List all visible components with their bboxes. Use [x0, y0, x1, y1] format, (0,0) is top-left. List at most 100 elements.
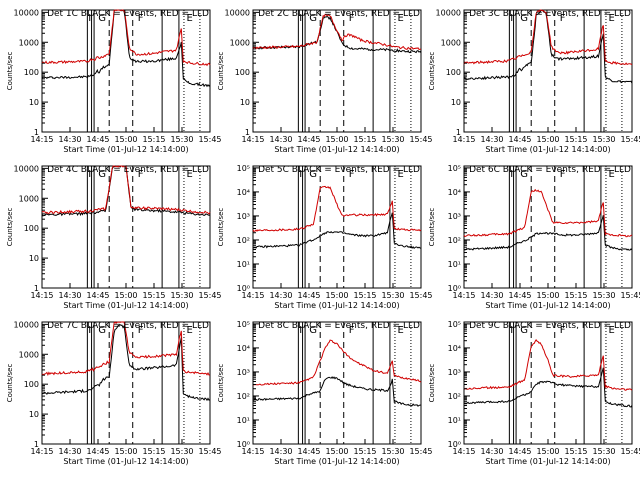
series-line-events	[463, 9, 633, 84]
chart-panel-5: I G F E 10⁰ 10¹ 10² 10³ 10⁴ 10⁵ 14:15 14:30 14:45 15:…	[217, 164, 433, 310]
chart-panel-2: I G F E 1 10 100 1000 10000 14:15 14:30 14:45 15:00 1…	[217, 8, 433, 154]
series-line-lld	[463, 188, 633, 238]
y-tick-label: 10¹	[448, 260, 461, 269]
x-tick-label: 15:00	[114, 291, 137, 300]
y-axis-label: Counts/sec	[428, 52, 436, 91]
x-tick-label: 15:15	[142, 135, 165, 144]
y-tick-label: 10³	[448, 368, 461, 377]
x-tick-label: 14:15	[452, 135, 475, 144]
chart-title: Det 5C BLACK = Events, RED = LLD	[258, 165, 420, 175]
marker-letter-g: G	[520, 13, 528, 24]
y-tick-label: 10⁵	[237, 320, 250, 329]
x-tick-label: 14:30	[269, 447, 292, 456]
y-tick-label: 10⁵	[237, 164, 250, 173]
marker-letter-f: F	[138, 325, 144, 336]
x-tick-label: 15:30	[381, 291, 404, 300]
y-tick-label: 1	[456, 128, 461, 137]
x-tick-label: 14:30	[58, 135, 81, 144]
plot-frame	[463, 165, 633, 289]
y-axis-label: Counts/sec	[217, 364, 225, 403]
chart-panel-1: I G F E 1 10 100 1000 10000 14:15 14:30 14:45 15:00 1…	[6, 8, 222, 154]
y-tick-label: 10	[240, 98, 250, 107]
chart-title: Det 9C BLACK = Events, RED = LLD	[469, 321, 631, 331]
y-tick-label: 1000	[19, 194, 39, 203]
y-tick-label: 100	[24, 68, 39, 77]
y-tick-label: 10	[29, 254, 39, 263]
x-tick-label: 15:00	[114, 135, 137, 144]
marker-letter-i: I	[299, 13, 302, 24]
y-tick-label: 10000	[14, 320, 39, 329]
series-line-events	[463, 367, 633, 408]
y-tick-label: 10000	[436, 8, 461, 17]
x-tick-label: 15:15	[353, 135, 376, 144]
x-tick-label: 15:15	[353, 447, 376, 456]
x-tick-label: 15:00	[536, 291, 559, 300]
marker-letter-f: F	[349, 325, 355, 336]
y-tick-label: 10¹	[237, 416, 250, 425]
x-tick-label: 15:15	[564, 447, 587, 456]
x-axis-label: Start Time (01-Jul-12 14:14:00)	[274, 145, 399, 154]
x-axis-label: Start Time (01-Jul-12 14:14:00)	[274, 301, 399, 310]
x-tick-label: 14:45	[86, 447, 109, 456]
y-tick-label: 1000	[441, 38, 461, 47]
x-tick-label: 14:45	[297, 291, 320, 300]
y-tick-label: 10⁰	[448, 440, 461, 449]
x-tick-label: 15:45	[198, 291, 221, 300]
marker-letter-f: F	[560, 325, 566, 336]
marker-letter-e: E	[397, 325, 403, 336]
marker-letter-g: G	[520, 169, 528, 180]
y-tick-label: 10000	[14, 164, 39, 173]
x-tick-label: 14:45	[86, 291, 109, 300]
x-tick-label: 14:30	[480, 135, 503, 144]
marker-letter-i: I	[88, 169, 91, 180]
y-tick-label: 10⁰	[237, 440, 250, 449]
marker-letter-i: I	[299, 169, 302, 180]
y-tick-label: 10³	[237, 368, 250, 377]
marker-letter-g: G	[309, 13, 317, 24]
y-tick-label: 10²	[448, 236, 461, 245]
x-tick-label: 15:15	[142, 447, 165, 456]
chart-title: Det 2C BLACK = Events, RED = LLD	[258, 9, 420, 19]
x-tick-label: 15:00	[114, 447, 137, 456]
x-tick-label: 14:45	[297, 135, 320, 144]
chart-title: Det 4C BLACK = Events, RED = LLD	[47, 165, 209, 175]
x-axis-label: Start Time (01-Jul-12 14:14:00)	[485, 457, 610, 466]
series-line-events	[252, 376, 422, 407]
y-tick-label: 10⁰	[237, 284, 250, 293]
x-tick-label: 15:30	[592, 447, 615, 456]
y-tick-label: 1000	[19, 350, 39, 359]
x-tick-label: 15:30	[381, 135, 404, 144]
y-tick-label: 100	[235, 68, 250, 77]
marker-letter-g: G	[98, 13, 106, 24]
y-tick-label: 10⁰	[448, 284, 461, 293]
y-tick-label: 1	[34, 440, 39, 449]
marker-letter-f: F	[560, 169, 566, 180]
marker-letter-e: E	[608, 13, 614, 24]
x-tick-label: 14:30	[58, 291, 81, 300]
y-tick-label: 10⁵	[448, 320, 461, 329]
x-tick-label: 14:45	[297, 447, 320, 456]
x-tick-label: 15:00	[325, 291, 348, 300]
y-tick-label: 10²	[448, 392, 461, 401]
series-line-lld	[463, 339, 633, 391]
marker-letter-f: F	[560, 13, 566, 24]
marker-letter-e: E	[186, 169, 192, 180]
y-tick-label: 10	[29, 98, 39, 107]
chart-title: Det 8C BLACK = Events, RED = LLD	[258, 321, 420, 331]
x-tick-label: 15:15	[564, 135, 587, 144]
x-tick-label: 15:45	[409, 291, 432, 300]
x-tick-label: 15:45	[198, 447, 221, 456]
x-tick-label: 15:00	[536, 447, 559, 456]
chart-title: Det 3C BLACK = Events, RED = LLD	[469, 9, 631, 19]
plot-frame	[252, 165, 422, 289]
y-tick-label: 10²	[237, 236, 250, 245]
x-tick-label: 14:30	[58, 447, 81, 456]
chart-panel-8: I G F E 10⁰ 10¹ 10² 10³ 10⁴ 10⁵ 14:15 14:30 14:45 15:…	[217, 320, 433, 466]
y-tick-label: 10³	[237, 212, 250, 221]
y-tick-label: 10000	[14, 8, 39, 17]
marker-letter-e: E	[397, 169, 403, 180]
y-axis-label: Counts/sec	[428, 364, 436, 403]
marker-letter-e: E	[397, 13, 403, 24]
chart-panel-4: I G F E 1 10 100 1000 10000 14:15 14:30 14:45 15:00 1…	[6, 164, 222, 310]
